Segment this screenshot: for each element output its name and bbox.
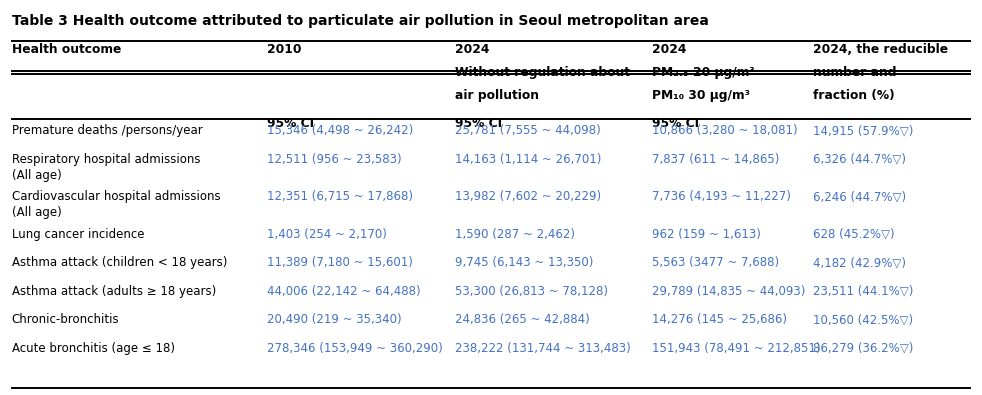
Text: 12,351 (6,715 ~ 17,868): 12,351 (6,715 ~ 17,868)	[267, 190, 413, 203]
Text: 15,346 (4,498 ~ 26,242): 15,346 (4,498 ~ 26,242)	[267, 124, 413, 137]
Text: 151,943 (78,491 ~ 212,851): 151,943 (78,491 ~ 212,851)	[652, 342, 821, 355]
Text: 12,511 (956 ~ 23,583): 12,511 (956 ~ 23,583)	[267, 153, 402, 166]
Text: PM₁₀ 30 μg/m³: PM₁₀ 30 μg/m³	[652, 89, 750, 102]
Text: 44,006 (22,142 ~ 64,488): 44,006 (22,142 ~ 64,488)	[267, 285, 420, 298]
Text: 95% CI: 95% CI	[652, 117, 699, 130]
Text: 2024, the reducible: 2024, the reducible	[813, 43, 949, 56]
Text: 13,982 (7,602 ~ 20,229): 13,982 (7,602 ~ 20,229)	[455, 190, 601, 203]
Text: 95% CI: 95% CI	[267, 117, 314, 130]
Text: 24,836 (265 ~ 42,884): 24,836 (265 ~ 42,884)	[455, 313, 589, 326]
Text: 2024: 2024	[652, 43, 686, 56]
Text: 278,346 (153,949 ~ 360,290): 278,346 (153,949 ~ 360,290)	[267, 342, 443, 355]
Text: 7,837 (611 ~ 14,865): 7,837 (611 ~ 14,865)	[652, 153, 780, 166]
Text: 962 (159 ~ 1,613): 962 (159 ~ 1,613)	[652, 228, 761, 241]
Text: 9,745 (6,143 ~ 13,350): 9,745 (6,143 ~ 13,350)	[455, 256, 593, 269]
Text: Without regulation about: Without regulation about	[455, 66, 629, 79]
Text: air pollution: air pollution	[455, 89, 539, 102]
Text: Lung cancer incidence: Lung cancer incidence	[12, 228, 144, 241]
Text: 238,222 (131,744 ~ 313,483): 238,222 (131,744 ~ 313,483)	[455, 342, 630, 355]
Text: 6,246 (44.7%▽): 6,246 (44.7%▽)	[813, 190, 906, 203]
Text: Asthma attack (adults ≥ 18 years): Asthma attack (adults ≥ 18 years)	[12, 285, 216, 298]
Text: 2024: 2024	[455, 43, 489, 56]
Text: 1,590 (287 ~ 2,462): 1,590 (287 ~ 2,462)	[455, 228, 574, 241]
Text: Premature deaths /persons/year: Premature deaths /persons/year	[12, 124, 202, 137]
Text: 5,563 (3477 ~ 7,688): 5,563 (3477 ~ 7,688)	[652, 256, 779, 269]
Text: 1,403 (254 ~ 2,170): 1,403 (254 ~ 2,170)	[267, 228, 387, 241]
Text: 25,781 (7,555 ~ 44,098): 25,781 (7,555 ~ 44,098)	[455, 124, 600, 137]
Text: 86,279 (36.2%▽): 86,279 (36.2%▽)	[813, 342, 913, 355]
Text: 11,389 (7,180 ~ 15,601): 11,389 (7,180 ~ 15,601)	[267, 256, 413, 269]
Text: 628 (45.2%▽): 628 (45.2%▽)	[813, 228, 895, 241]
Text: PM₂.₅ 20 μg/m³: PM₂.₅ 20 μg/m³	[652, 66, 755, 79]
Text: 10,560 (42.5%▽): 10,560 (42.5%▽)	[813, 313, 913, 326]
Text: number and: number and	[813, 66, 897, 79]
Text: 7,736 (4,193 ~ 11,227): 7,736 (4,193 ~ 11,227)	[652, 190, 791, 203]
Text: fraction (%): fraction (%)	[813, 89, 895, 102]
Text: 2010: 2010	[267, 43, 301, 56]
Text: 6,326 (44.7%▽): 6,326 (44.7%▽)	[813, 153, 906, 166]
Text: Chronic-bronchitis: Chronic-bronchitis	[12, 313, 120, 326]
Text: 14,276 (145 ~ 25,686): 14,276 (145 ~ 25,686)	[652, 313, 787, 326]
Text: 14,163 (1,114 ~ 26,701): 14,163 (1,114 ~ 26,701)	[455, 153, 601, 166]
Text: Asthma attack (children < 18 years): Asthma attack (children < 18 years)	[12, 256, 227, 269]
Text: 53,300 (26,813 ~ 78,128): 53,300 (26,813 ~ 78,128)	[455, 285, 608, 298]
Text: 29,789 (14,835 ~ 44,093): 29,789 (14,835 ~ 44,093)	[652, 285, 805, 298]
Text: 95% CI: 95% CI	[455, 117, 502, 130]
Text: Table 3 Health outcome attributed to particulate air pollution in Seoul metropol: Table 3 Health outcome attributed to par…	[12, 14, 709, 28]
Text: 20,490 (219 ~ 35,340): 20,490 (219 ~ 35,340)	[267, 313, 402, 326]
Text: Health outcome: Health outcome	[12, 43, 121, 56]
Text: Cardiovascular hospital admissions
(All age): Cardiovascular hospital admissions (All …	[12, 190, 220, 219]
Text: Respiratory hospital admissions
(All age): Respiratory hospital admissions (All age…	[12, 153, 200, 182]
Text: 10,866 (3,280 ~ 18,081): 10,866 (3,280 ~ 18,081)	[652, 124, 797, 137]
Text: 14,915 (57.9%▽): 14,915 (57.9%▽)	[813, 124, 913, 137]
Text: Acute bronchitis (age ≤ 18): Acute bronchitis (age ≤ 18)	[12, 342, 175, 355]
Text: 23,511 (44.1%▽): 23,511 (44.1%▽)	[813, 285, 913, 298]
Text: 4,182 (42.9%▽): 4,182 (42.9%▽)	[813, 256, 906, 269]
